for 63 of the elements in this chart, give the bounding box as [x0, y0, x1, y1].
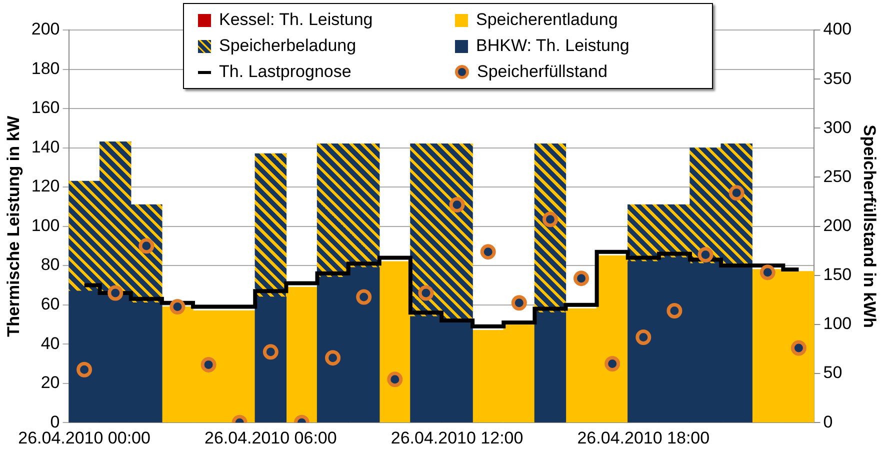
bar: [68, 180, 100, 292]
point: [574, 270, 590, 286]
legend-label: Speicherbeladung: [219, 36, 356, 56]
y2-tick-label: 50: [823, 363, 842, 382]
x-tick-label: 26.04.2010 06:00: [204, 428, 337, 448]
y2-tick-label: 300: [823, 118, 852, 137]
bar: [254, 153, 287, 298]
bar: [410, 144, 442, 317]
bar: [348, 144, 380, 268]
y-tick-label: 160: [31, 98, 60, 118]
point: [449, 196, 465, 212]
bar: [286, 286, 318, 422]
point: [356, 289, 372, 305]
y-tick-label: 120: [31, 176, 60, 196]
y2-tick-label: 100: [823, 314, 852, 334]
y-tick-label: 140: [31, 137, 60, 156]
y2-tick-label: 200: [823, 216, 852, 235]
y2-tick-label: 150: [823, 265, 852, 284]
point: [262, 344, 278, 360]
y2-tick-label: 250: [823, 166, 852, 186]
legend-label: BHKW: Th. Leistung: [476, 36, 630, 56]
y-tick-label: 100: [31, 216, 60, 235]
point: [698, 247, 714, 263]
y2-tick-label: 350: [823, 68, 852, 88]
y2-tick-label: 400: [823, 20, 852, 39]
legend-label: Speicherfüllstand: [477, 62, 608, 82]
point: [636, 329, 652, 345]
bar: [690, 147, 722, 264]
y-tick-label: 200: [31, 20, 60, 39]
bar: [254, 296, 287, 422]
point: [138, 238, 154, 254]
point: [728, 185, 744, 201]
point: [511, 295, 527, 311]
y-tick-label: 60: [40, 294, 60, 314]
point: [418, 285, 434, 301]
y2-tick-label: 0: [823, 412, 833, 432]
point: [387, 372, 403, 388]
x-tick-label: 26.04.2010 12:00: [390, 428, 524, 448]
point: [170, 299, 186, 315]
point: [790, 340, 806, 356]
y-tick-label: 80: [40, 255, 60, 274]
bar: [379, 261, 411, 422]
point: [108, 285, 124, 301]
legend-label: Th. Lastprognose: [219, 62, 352, 82]
point: [325, 350, 341, 366]
point: [200, 356, 216, 372]
point: [760, 264, 776, 280]
point: [480, 244, 496, 260]
bar: [534, 144, 566, 313]
legend-label: Speicherentladung: [476, 10, 618, 30]
y-axis-title: Thermische Leistung in kW: [4, 114, 23, 337]
x-tick-label: 26.04.2010 18:00: [577, 428, 710, 448]
bar: [534, 312, 566, 422]
y2-axis-title: Speicherfüllstand in kWh: [860, 124, 880, 328]
y-tick-label: 180: [31, 58, 60, 78]
bar: [316, 144, 349, 278]
point: [542, 212, 558, 228]
point: [76, 362, 92, 378]
point: [666, 302, 682, 318]
point: [604, 356, 620, 372]
y-tick-label: 40: [40, 334, 60, 353]
y-tick-label: 20: [40, 373, 60, 392]
legend-label: Kessel: Th. Leistung: [219, 10, 373, 30]
